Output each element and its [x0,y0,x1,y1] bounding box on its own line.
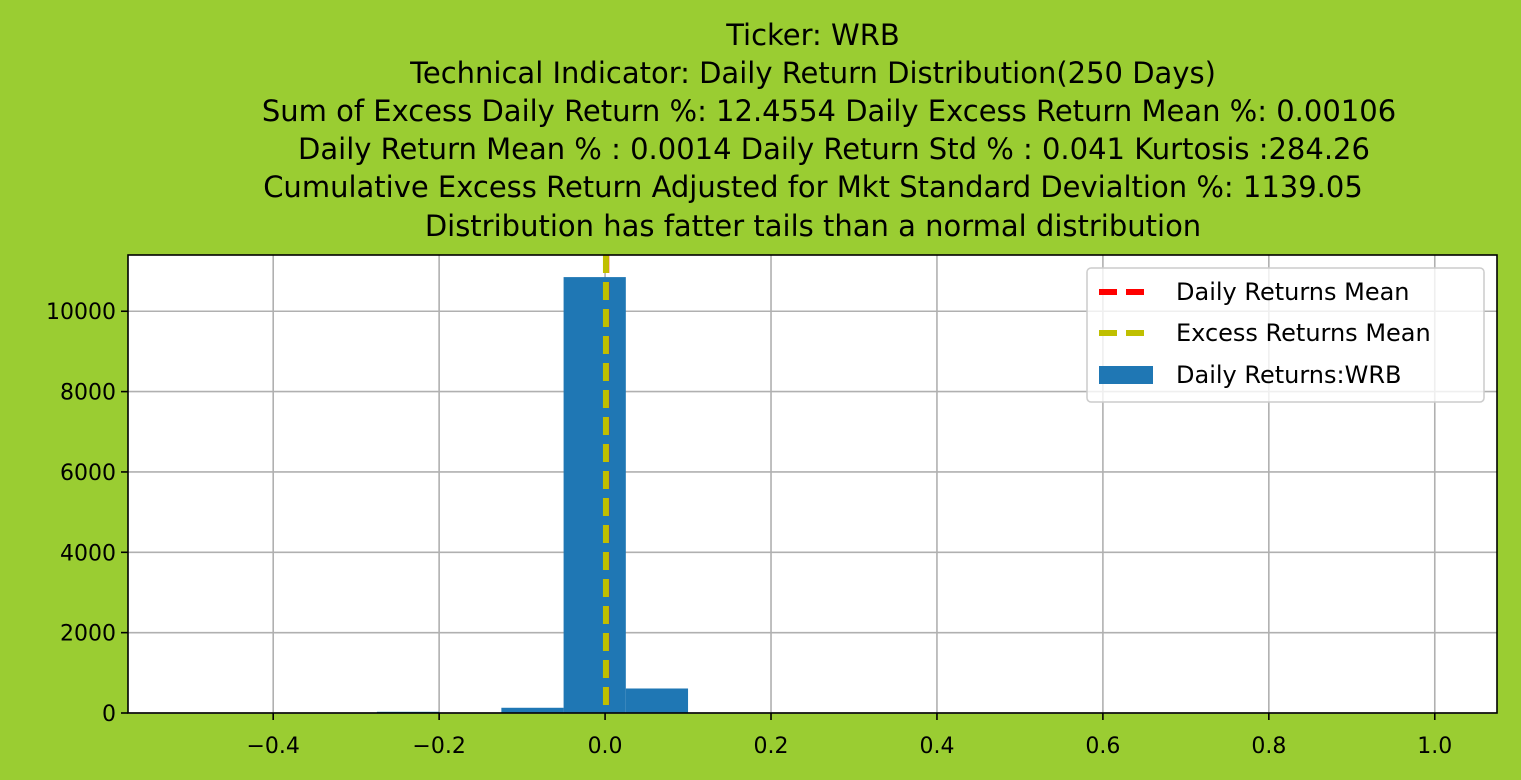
plot-frame [127,254,1498,714]
y-tick-label: 6000 [60,461,116,486]
title-line-indicator: Technical Indicator: Daily Return Distri… [409,56,1216,90]
y-tick-label: 4000 [60,541,116,566]
histogram-bar [625,688,689,713]
x-tick-label: 0.0 [588,734,623,759]
histogram-bars [190,277,1435,713]
x-tick-label: 0.4 [919,734,954,759]
legend-swatch-daily-returns [1099,366,1153,384]
title-line-excess-sum: Sum of Excess Daily Return %: 12.4554 Da… [262,94,1396,128]
title-line-cumulative: Cumulative Excess Return Adjusted for Mk… [263,170,1363,204]
title-line-mean-std-kurtosis: Daily Return Mean % : 0.0014 Daily Retur… [298,132,1370,166]
title-line-tail-note: Distribution has fatter tails than a nor… [425,209,1201,243]
y-tick-label: 8000 [60,381,116,406]
y-tick-label: 10000 [46,300,116,325]
x-tick-label: −0.4 [246,734,299,759]
x-tick-label: 0.2 [754,734,789,759]
legend-box [1086,267,1485,403]
legend-label-daily-returns: Daily Returns:WRB [1176,361,1401,389]
x-tick-label: 0.8 [1251,734,1286,759]
legend: Daily Returns Mean Excess Returns Mean D… [1086,267,1485,403]
axis-ticks: −0.4 −0.2 0.0 0.2 0.4 0.6 0.8 1.0 0 2000 4000 6000 8… [46,300,1452,759]
histogram-bar [501,707,564,713]
y-tick-label: 2000 [60,622,116,647]
y-tick-label: 0 [102,702,116,727]
title-line-ticker: Ticker: WRB [725,18,900,52]
histogram-bar [563,277,626,713]
x-tick-label: −0.2 [412,734,465,759]
legend-label-daily-mean: Daily Returns Mean [1176,278,1410,306]
x-tick-label: 0.6 [1085,734,1120,759]
x-tick-label: 1.0 [1417,734,1452,759]
chart-title: Ticker: WRB Technical Indicator: Daily R… [262,18,1396,243]
legend-label-excess-mean: Excess Returns Mean [1176,319,1431,347]
